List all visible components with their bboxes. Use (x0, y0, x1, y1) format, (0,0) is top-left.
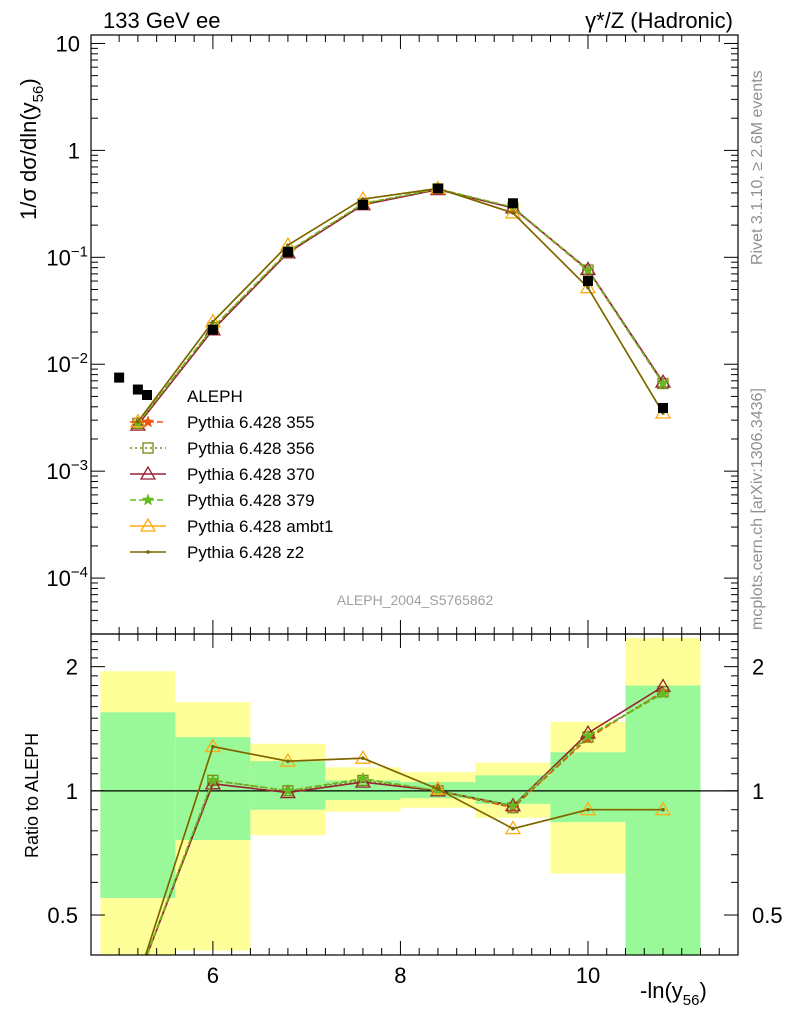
ratio-series-2-point-1 (204, 775, 222, 790)
ratio-series-line-1 (146, 690, 664, 955)
legend-marker-3 (141, 493, 155, 506)
main-series-5-point-0 (136, 419, 140, 424)
ratio-y-axis-title: Ratio to ALEPH (22, 733, 42, 858)
ratio-series-3-point-3 (356, 772, 370, 785)
legend-marker-0 (141, 415, 155, 428)
ratio-band-inner-6 (550, 752, 626, 823)
main-series-2-point-0 (129, 416, 147, 431)
ratio-y-tick-label-right-1: 1 (752, 779, 764, 804)
main-series-line-3 (137, 188, 664, 424)
x-tick-label-0: 6 (207, 963, 219, 988)
side-text-rivet: Rivet 3.1.10, ≥ 2.6M events (749, 70, 766, 265)
main-series-5-point-5 (511, 211, 515, 215)
data-point-7 (582, 276, 593, 287)
main-y-tick-label-1: 1 (68, 138, 80, 163)
main-series-line-5 (137, 187, 664, 423)
ratio-frame (90, 633, 739, 956)
ratio-series-4-point-1 (204, 738, 222, 753)
main-series-4-point-6 (579, 279, 597, 294)
x-tick-label-2: 10 (576, 963, 600, 988)
ratio-series-5-point-5 (511, 826, 515, 831)
main-series-5-point-2 (286, 243, 290, 247)
ratio-series-line-5 (144, 745, 663, 955)
ratio-y-tick-label-left-1: 1 (66, 779, 78, 804)
ratio-series-2-point-2 (279, 784, 297, 799)
data-point-0 (114, 372, 125, 383)
ratio-y-tick-label-right-0: 2 (752, 655, 764, 680)
ratio-series-4-point-6 (579, 801, 597, 816)
legend-marker-4 (139, 517, 157, 532)
data-point-2 (207, 324, 218, 335)
ratio-series-5-point-1 (211, 744, 215, 749)
ratio-series-3-point-1 (206, 773, 220, 786)
main-y-tick-label-5: 10−4 (46, 564, 88, 591)
legend-label-3: Pythia 6.428 379 (187, 491, 315, 510)
main-series-5-point-6 (586, 285, 590, 290)
ratio-series-5-point-2 (286, 759, 290, 763)
ratio-panel: 6 8 10 2 2 1 1 0.5 0.5 (47, 633, 783, 988)
ratio-y-tick-label-right-2: 0.5 (752, 903, 783, 928)
header-right-label: γ*/Z (Hadronic) (585, 8, 733, 33)
ratio-series-4-point-7 (654, 801, 672, 816)
ratio-y-tick-label-left-0: 2 (66, 655, 78, 680)
legend-label-2: Pythia 6.428 370 (187, 465, 315, 484)
ratio-series-3-point-7 (656, 687, 670, 700)
main-series-3-point-6 (581, 263, 595, 276)
ratio-series-5-point-6 (586, 807, 590, 812)
ratio-band-inner-7 (625, 685, 701, 955)
legend-marker-1 (142, 442, 154, 454)
data-point-8 (657, 402, 668, 413)
legend-marker-data (142, 390, 152, 400)
ratio-series-3-point-5 (506, 799, 520, 812)
ratio-series-line-2 (146, 685, 664, 955)
legend-marker-5 (146, 550, 150, 554)
ratio-series-2-point-3 (354, 773, 372, 788)
main-data-points (114, 183, 668, 413)
main-series-2-point-7 (654, 373, 672, 388)
analysis-label: ALEPH_2004_S5765862 (337, 592, 494, 608)
ratio-series-3-point-2 (281, 784, 295, 797)
ratio-series-5-point-3 (361, 756, 365, 760)
main-series-3-point-7 (656, 376, 670, 389)
main-series-4-point-0 (129, 413, 147, 428)
legend-label-1: Pythia 6.428 356 (187, 439, 315, 458)
ratio-series-4-point-3 (354, 749, 372, 764)
data-point-5 (432, 183, 443, 194)
ratio-band-inner-0 (100, 712, 176, 898)
x-tick-label-1: 8 (394, 963, 406, 988)
legend-marker-2 (139, 465, 157, 480)
ratio-series-5-point-4 (436, 787, 440, 791)
ratio-series-line-3 (146, 693, 664, 955)
legend: ALEPH Pythia 6.428 355 Pythia 6.428 356 Pyt… (130, 387, 333, 562)
ratio-mc-series (144, 678, 672, 955)
data-point-6 (507, 198, 518, 209)
ratio-series-5-point-7 (661, 807, 665, 812)
main-y-tick-label-2: 10−1 (46, 243, 88, 270)
legend-label-4: Pythia 6.428 ambt1 (187, 517, 333, 536)
ratio-y-tick-label-left-2: 0.5 (47, 903, 78, 928)
main-y-tick-label-0: 10 (56, 31, 80, 56)
legend-label-data: ALEPH (187, 387, 243, 406)
data-point-1 (132, 384, 143, 395)
data-point-3 (282, 247, 293, 258)
legend-label-5: Pythia 6.428 z2 (187, 543, 304, 562)
ratio-series-3-point-6 (581, 729, 595, 742)
legend-label-0: Pythia 6.428 355 (187, 413, 315, 432)
side-text-mcplots: mcplots.cern.ch [arXiv:1306.3436] (749, 388, 766, 630)
header-left-label: 133 GeV ee (103, 8, 220, 33)
data-point-4 (357, 199, 368, 210)
main-series-5-point-1 (211, 319, 215, 324)
